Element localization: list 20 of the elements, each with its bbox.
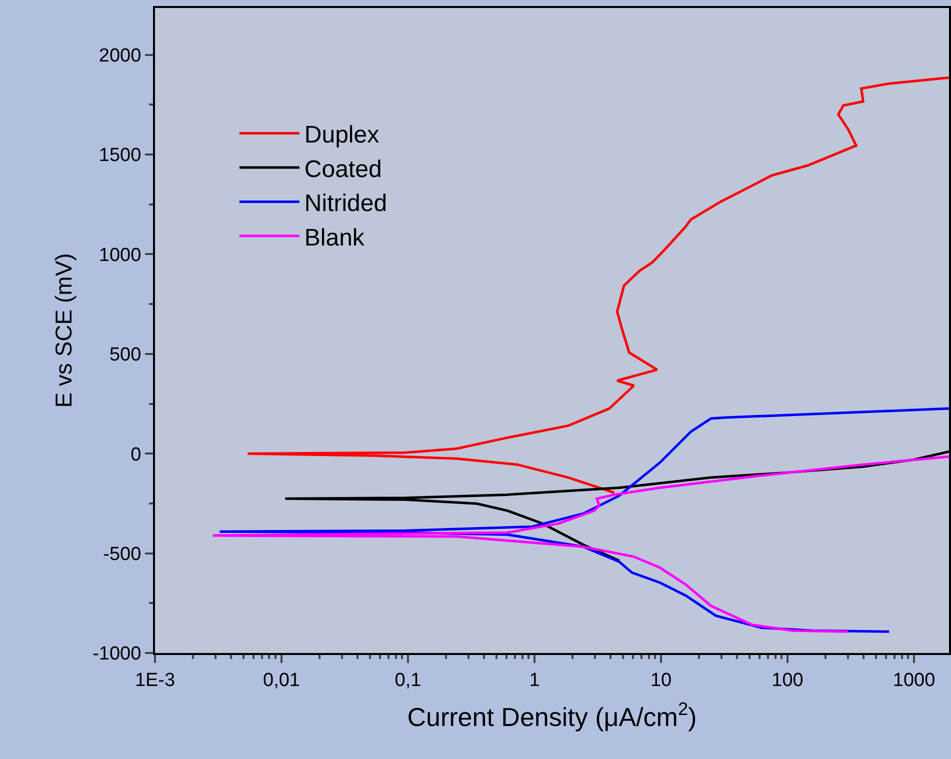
x-tick-label: 0,1: [394, 670, 422, 691]
x-tick-label: 0,01: [263, 670, 300, 691]
y-tick-label: 1000: [98, 244, 142, 266]
legend-label: Nitrided: [304, 190, 388, 218]
x-tick-label: 1E-3: [134, 670, 176, 691]
y-tick-label: 500: [109, 344, 142, 366]
x-tick-label: 100: [772, 670, 804, 691]
y-tick-label: 1500: [98, 145, 142, 166]
y-axis-title: E vs SCE (mV): [50, 253, 77, 408]
y-tick-label: -500: [103, 544, 142, 565]
y-tick-label: 0: [130, 444, 142, 466]
x-tick-label: 1000: [892, 670, 936, 691]
x-tick-label: 1: [529, 670, 540, 691]
legend-label: Duplex: [304, 122, 380, 149]
y-tick-label: 2000: [98, 46, 142, 66]
legend-label: Blank: [304, 224, 366, 252]
x-tick-label: 10: [650, 670, 672, 691]
y-tick-label: -1000: [92, 644, 142, 665]
legend-label: Coated: [304, 156, 382, 183]
x-axis-title: Current Density (μA/cm$^{2}$): [407, 699, 697, 732]
